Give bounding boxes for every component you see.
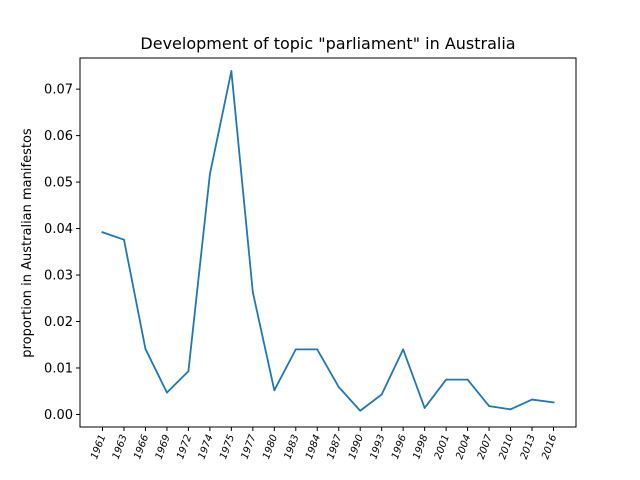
data-point bbox=[488, 405, 490, 407]
data-point bbox=[316, 348, 319, 351]
x-tick-label: 1990 bbox=[347, 433, 366, 461]
x-tick-label: 1996 bbox=[390, 433, 409, 461]
y-tick-label: 0.07 bbox=[44, 83, 73, 98]
data-point bbox=[445, 378, 448, 381]
x-tick-label: 1969 bbox=[154, 433, 173, 461]
y-axis-label: proportion in Australian manifestos bbox=[20, 128, 35, 358]
x-tick-label: 1998 bbox=[411, 433, 430, 461]
y-tick-label: 0.00 bbox=[44, 408, 73, 423]
data-point bbox=[531, 398, 533, 401]
data-point bbox=[359, 409, 362, 412]
data-point bbox=[402, 348, 405, 351]
x-tick-label: 2004 bbox=[454, 433, 473, 461]
data-point bbox=[101, 231, 104, 234]
data-point bbox=[251, 291, 254, 294]
data-point bbox=[466, 378, 469, 381]
data-point bbox=[423, 407, 426, 409]
x-tick-label: 2007 bbox=[476, 433, 495, 461]
data-point bbox=[273, 389, 276, 392]
x-tick-label: 1974 bbox=[197, 433, 216, 461]
data-point bbox=[230, 70, 233, 72]
y-tick-label: 0.04 bbox=[44, 222, 73, 237]
data-point bbox=[509, 408, 512, 411]
y-tick-label: 0.02 bbox=[44, 315, 73, 330]
x-tick-label: 1993 bbox=[368, 433, 387, 461]
data-point bbox=[123, 238, 125, 241]
data-point bbox=[294, 348, 297, 351]
y-tick-label: 0.05 bbox=[44, 176, 73, 191]
data-point bbox=[552, 401, 555, 404]
data-point bbox=[187, 370, 190, 373]
x-tick-label: 2016 bbox=[540, 433, 559, 461]
x-tick-label: 1983 bbox=[283, 433, 302, 461]
x-tick-label: 1975 bbox=[218, 433, 237, 461]
data-point bbox=[380, 393, 383, 396]
x-tick-label: 1984 bbox=[304, 433, 323, 461]
data-point bbox=[144, 348, 147, 350]
y-axis-ticks: 0.00 0.01 0.02 0.03 0.04 0.05 0.06 0.07 bbox=[44, 83, 80, 423]
x-tick-label: 2013 bbox=[519, 433, 538, 461]
x-axis-ticks: 1961 1963 1966 1969 1972 1974 1975 1977 1980 1983… bbox=[89, 427, 559, 461]
data-point bbox=[166, 391, 168, 394]
y-tick-label: 0.01 bbox=[44, 361, 73, 376]
y-tick-label: 0.03 bbox=[44, 269, 73, 284]
x-tick-label: 2001 bbox=[433, 433, 452, 461]
x-tick-label: 1980 bbox=[261, 433, 280, 461]
x-tick-label: 1963 bbox=[111, 433, 130, 461]
x-tick-label: 1987 bbox=[326, 433, 345, 461]
x-tick-label: 1966 bbox=[132, 433, 151, 461]
x-tick-label: 1977 bbox=[240, 433, 259, 461]
data-point bbox=[208, 173, 211, 176]
x-tick-label: 2010 bbox=[497, 433, 516, 461]
x-tick-label: 1972 bbox=[175, 433, 194, 461]
plot-frame bbox=[79, 57, 577, 428]
data-point bbox=[337, 386, 340, 388]
series-line bbox=[101, 70, 555, 412]
y-tick-label: 0.06 bbox=[44, 129, 73, 144]
chart-title: Development of topic "parliament" in Aus… bbox=[140, 34, 515, 53]
series-group bbox=[101, 70, 555, 412]
x-tick-label: 1961 bbox=[89, 433, 108, 461]
